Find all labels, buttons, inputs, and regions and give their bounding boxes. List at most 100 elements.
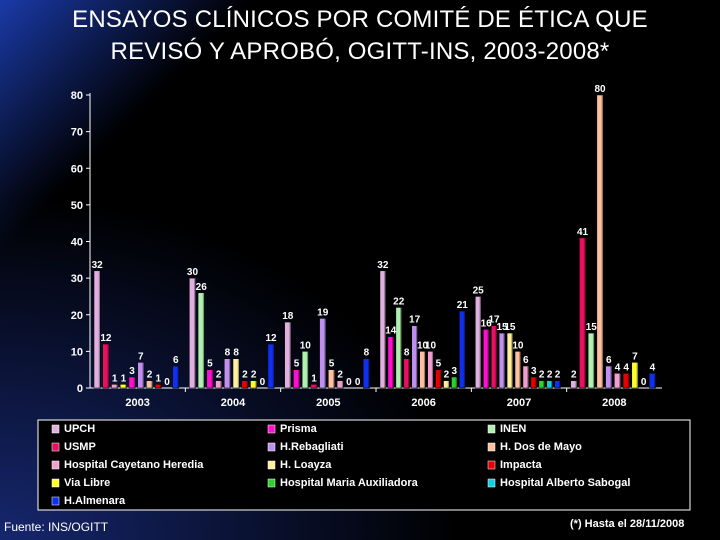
legend-label: H.Rebagliati: [280, 441, 344, 453]
bar: [197, 292, 205, 389]
legend-swatch: [51, 460, 60, 470]
bar: [483, 329, 490, 389]
bar: [215, 380, 223, 389]
bar-shade: [551, 380, 553, 388]
bar: [411, 325, 418, 389]
bar-shade: [601, 95, 604, 388]
y-tick-label: 20: [71, 310, 83, 322]
bar-shade: [487, 329, 489, 388]
y-tick-label: 60: [71, 163, 83, 175]
bar: [111, 384, 119, 389]
source-footnote: Fuente: INS/OGITT: [4, 520, 109, 534]
bar: [172, 365, 180, 389]
bar: [387, 336, 394, 389]
bar: [605, 365, 613, 389]
bar-shade: [463, 311, 466, 388]
bar-shade: [479, 296, 482, 388]
bar: [146, 380, 153, 389]
bar: [443, 380, 450, 389]
bar-value-label: 8: [364, 348, 370, 359]
bar-shade: [636, 362, 639, 388]
legend-swatch: [487, 424, 496, 434]
bar-value-label: 15: [496, 322, 508, 333]
bar-shade: [495, 325, 497, 388]
bar-shade: [333, 369, 335, 388]
x-tick-label: 2006: [411, 397, 435, 409]
bar: [498, 332, 506, 389]
bar-shade: [423, 351, 426, 388]
bar-shade: [237, 358, 240, 388]
bar-shade: [527, 366, 529, 388]
bar: [596, 94, 604, 389]
legend-swatch: [487, 478, 496, 488]
bar-shade: [447, 380, 450, 388]
legend-swatch: [267, 424, 276, 434]
bar-shade: [142, 362, 144, 388]
bar-value-label: 26: [196, 282, 208, 293]
bar-shade: [151, 380, 153, 388]
bar-value-label: 3: [129, 366, 135, 377]
legend-label: H. Dos de Mayo: [500, 441, 582, 453]
legend-swatch: [487, 442, 496, 452]
bar-value-label: 10: [417, 340, 429, 351]
bar-shade: [575, 380, 577, 388]
bar-value-label: 15: [504, 322, 516, 333]
bar-value-label: 5: [207, 359, 213, 370]
bar-shade: [298, 369, 300, 388]
bar-value-label: 0: [355, 377, 361, 388]
legend-label: Hospital Alberto Sabogal: [500, 477, 630, 489]
bar-shade: [220, 380, 222, 388]
bar-shade: [133, 377, 136, 388]
bar-value-label: 2: [337, 370, 343, 381]
bar-value-label: 7: [632, 351, 638, 362]
bar-shade: [503, 333, 505, 388]
bar-shade: [289, 322, 291, 388]
bar-shade: [519, 351, 521, 388]
bar-value-label: 10: [512, 340, 524, 351]
legend-label: H. Loayza: [280, 459, 332, 471]
bar: [506, 332, 514, 389]
bar: [301, 351, 309, 389]
bar-value-label: 2: [251, 370, 257, 381]
bar: [379, 270, 386, 389]
bar-value-label: 5: [436, 359, 442, 370]
legend-label: Impacta: [500, 459, 542, 471]
bar: [319, 318, 327, 389]
x-tick-label: 2008: [602, 397, 626, 409]
bar: [622, 373, 630, 389]
bar-value-label: 7: [138, 351, 144, 362]
bar: [137, 362, 145, 389]
bar-value-label: 1: [112, 373, 118, 384]
bar-shade: [306, 351, 309, 388]
legend-label: Prisma: [280, 423, 318, 435]
bar-value-label: 2: [571, 370, 577, 381]
bar-shade: [229, 358, 231, 388]
legend-label: Via Libre: [64, 477, 110, 489]
bar: [284, 321, 292, 389]
title-line-2: REVISÓ Y APROBÓ, OGITT-INS, 2003-2008*: [110, 38, 610, 65]
bar-shade: [98, 270, 101, 388]
bar: [459, 310, 466, 389]
bar-value-label: 6: [173, 355, 179, 366]
bar: [293, 369, 300, 389]
bar: [310, 384, 318, 389]
bar: [328, 369, 335, 389]
bar: [490, 325, 498, 389]
chart-legend: UPCH Prisma INEN USMP H.Rebagliati H. Dos de …: [37, 419, 691, 511]
bar-value-label: 6: [606, 355, 612, 366]
bar: [267, 343, 275, 389]
bar: [119, 384, 127, 389]
x-tick-label: 2007: [507, 397, 531, 409]
x-tick-label: 2004: [221, 397, 246, 409]
bar-value-label: 2: [216, 370, 222, 381]
bar-value-label: 8: [404, 348, 410, 359]
bar: [250, 380, 258, 389]
legend-swatch: [267, 478, 276, 488]
legend-swatch: [51, 424, 60, 434]
bar: [546, 380, 553, 389]
bar: [614, 373, 621, 389]
bar-value-label: 0: [346, 377, 352, 388]
chart-bars: [93, 94, 656, 389]
legend-label: INEN: [500, 423, 526, 435]
